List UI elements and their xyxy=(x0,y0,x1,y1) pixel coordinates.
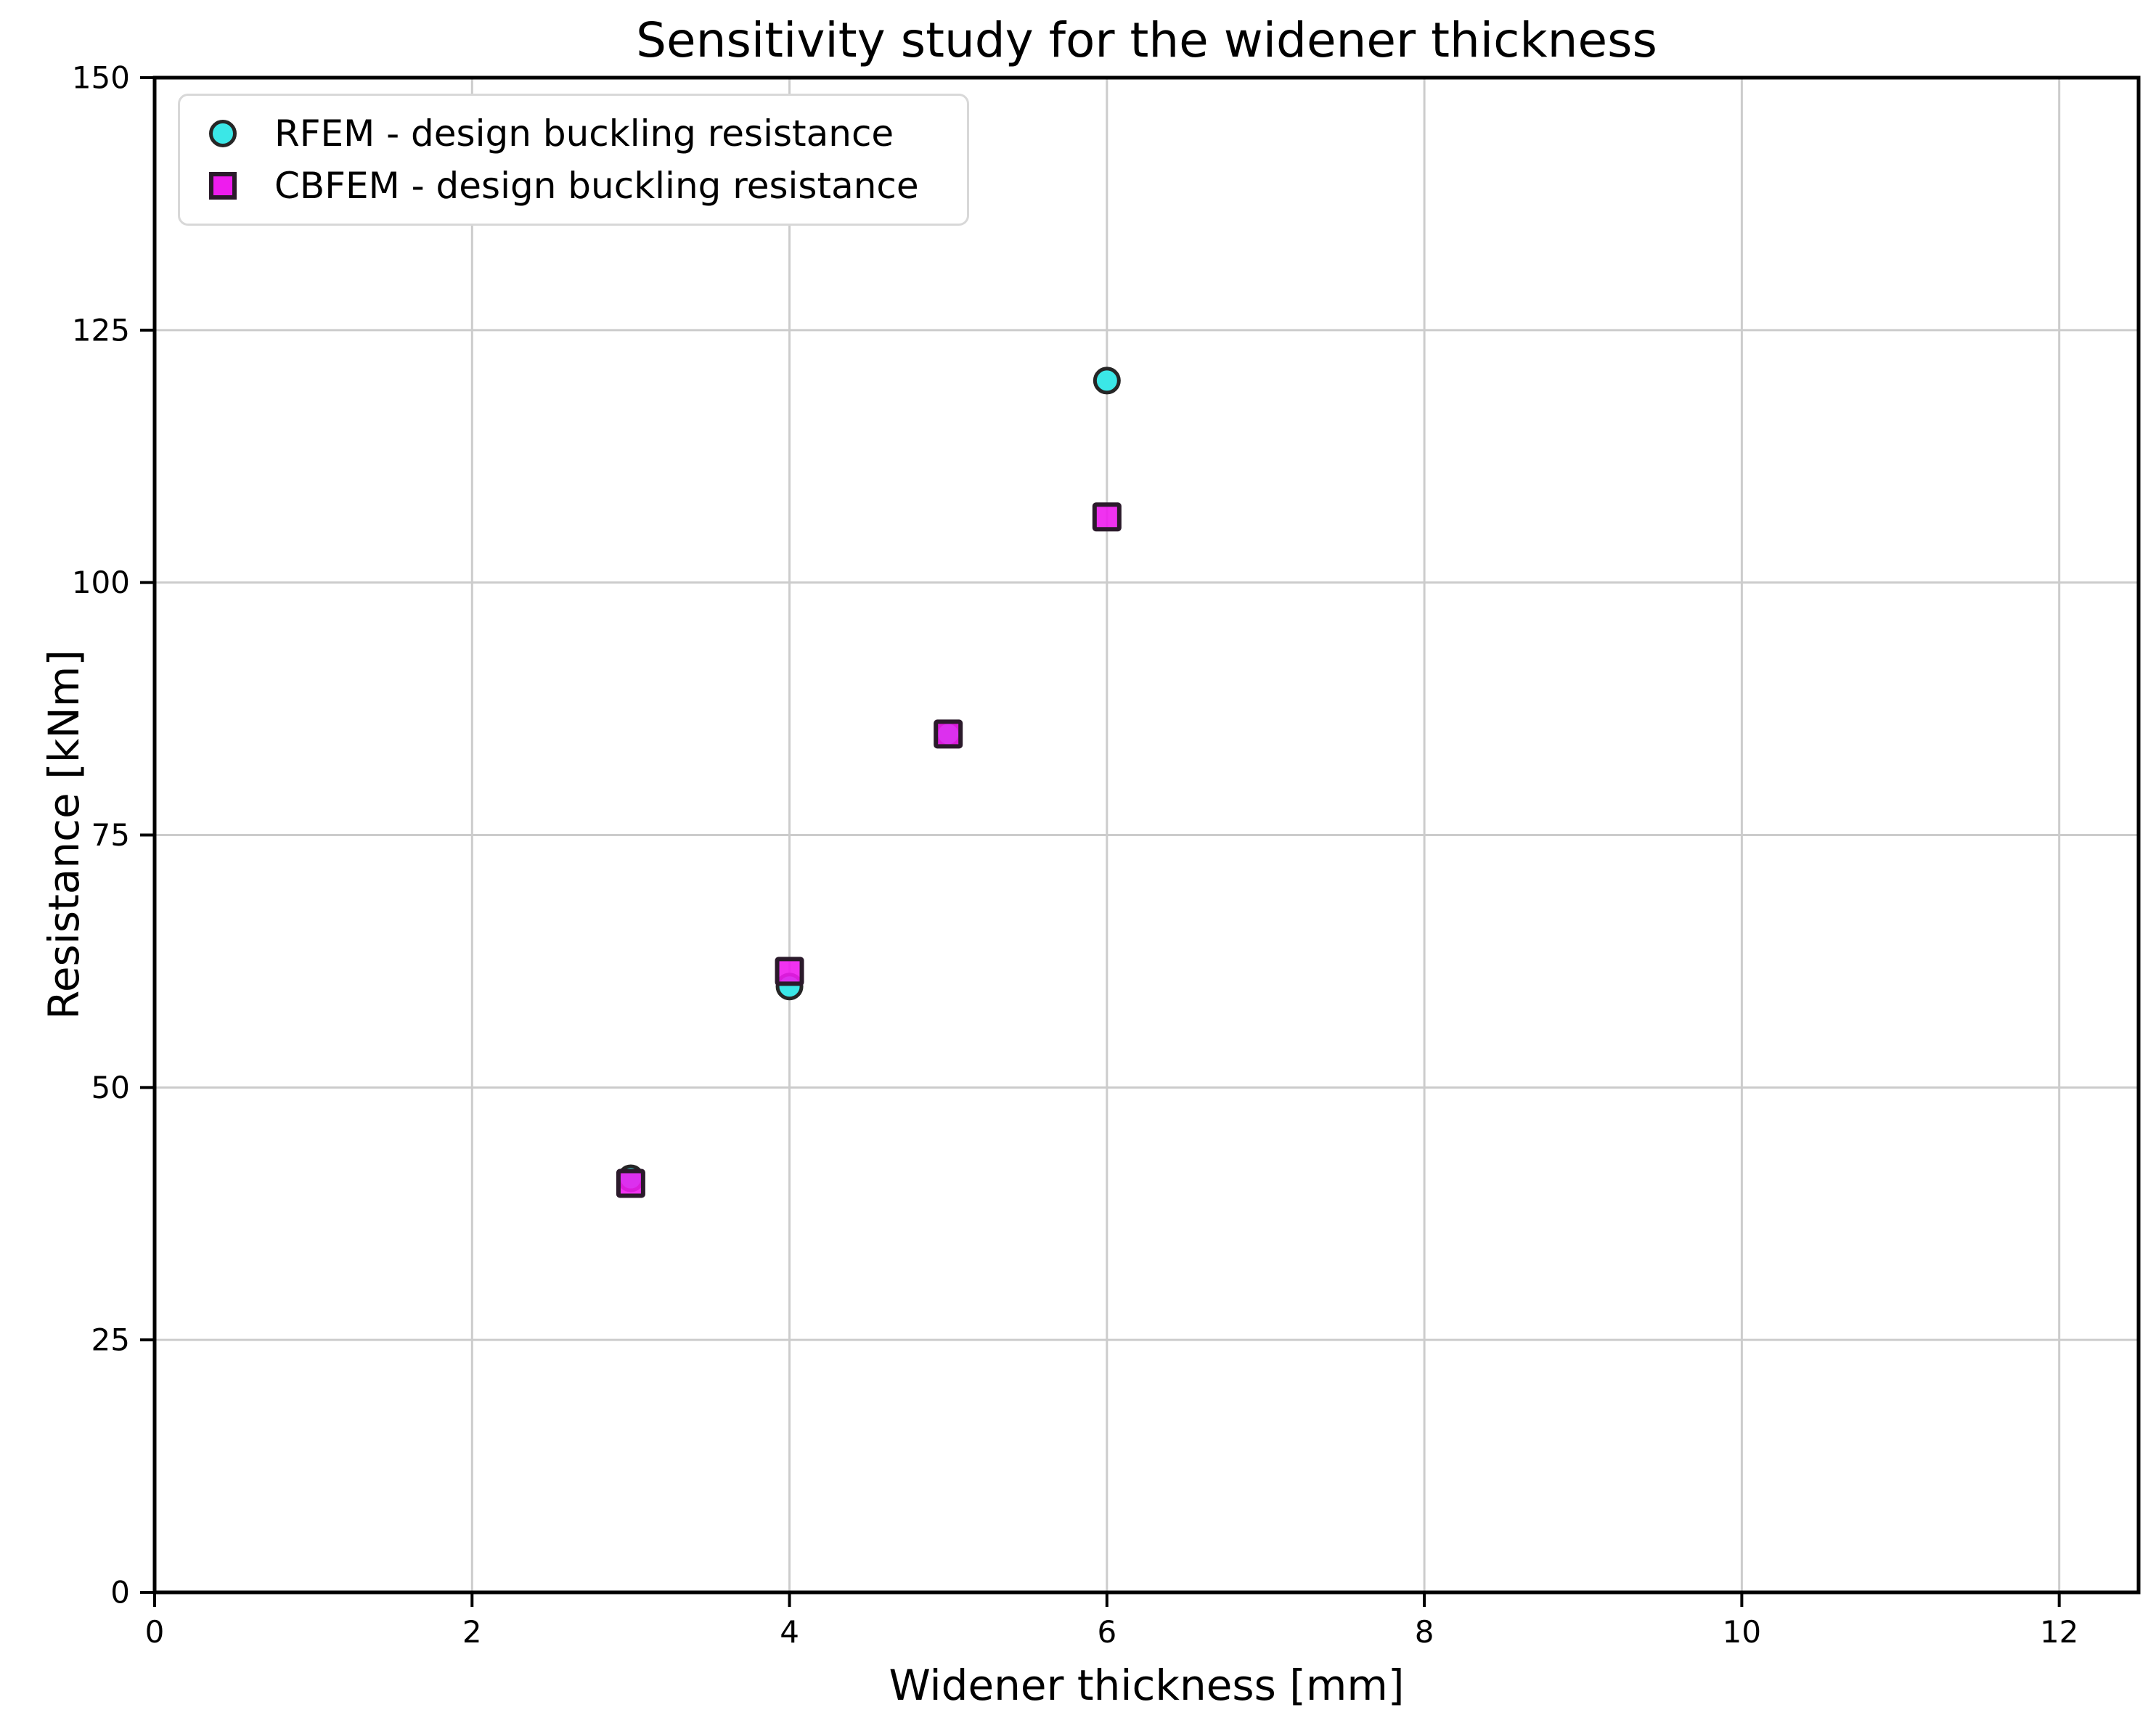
legend: RFEM - design buckling resistance CBFEM … xyxy=(178,94,969,226)
y-tick-label: 50 xyxy=(91,1070,130,1105)
y-tick-label: 25 xyxy=(91,1322,130,1358)
x-tick-label: 10 xyxy=(1723,1614,1761,1650)
x-tick-label: 2 xyxy=(462,1614,482,1650)
y-tick-label: 125 xyxy=(72,312,130,348)
chart-title: Sensitivity study for the widener thickn… xyxy=(636,12,1657,68)
x-tick-label: 6 xyxy=(1097,1614,1116,1650)
rfem-circle-marker-icon xyxy=(209,120,237,147)
rfem-data-point xyxy=(1093,367,1121,395)
x-axis-label: Widener thickness [mm] xyxy=(889,1661,1405,1710)
y-tick-label: 0 xyxy=(110,1575,130,1611)
x-tick-label: 4 xyxy=(780,1614,799,1650)
cbfem-data-point xyxy=(934,719,963,749)
cbfem-data-point xyxy=(616,1169,645,1198)
y-axis-label: Resistance [kNm] xyxy=(39,650,89,1020)
x-tick-label: 8 xyxy=(1415,1614,1434,1650)
x-tick-label: 0 xyxy=(145,1614,165,1650)
cbfem-data-point xyxy=(1092,502,1122,532)
cbfem-data-point xyxy=(775,957,804,986)
legend-item-rfem: RFEM - design buckling resistance xyxy=(209,107,945,160)
legend-label-cbfem: CBFEM - design buckling resistance xyxy=(274,165,919,207)
y-tick-label: 100 xyxy=(72,565,130,600)
legend-label-rfem: RFEM - design buckling resistance xyxy=(274,112,894,155)
y-tick-label: 150 xyxy=(72,60,130,96)
y-tick-label: 75 xyxy=(91,817,130,853)
x-tick-label: 12 xyxy=(2040,1614,2078,1650)
cbfem-square-marker-icon xyxy=(209,172,237,200)
legend-item-cbfem: CBFEM - design buckling resistance xyxy=(209,160,945,212)
